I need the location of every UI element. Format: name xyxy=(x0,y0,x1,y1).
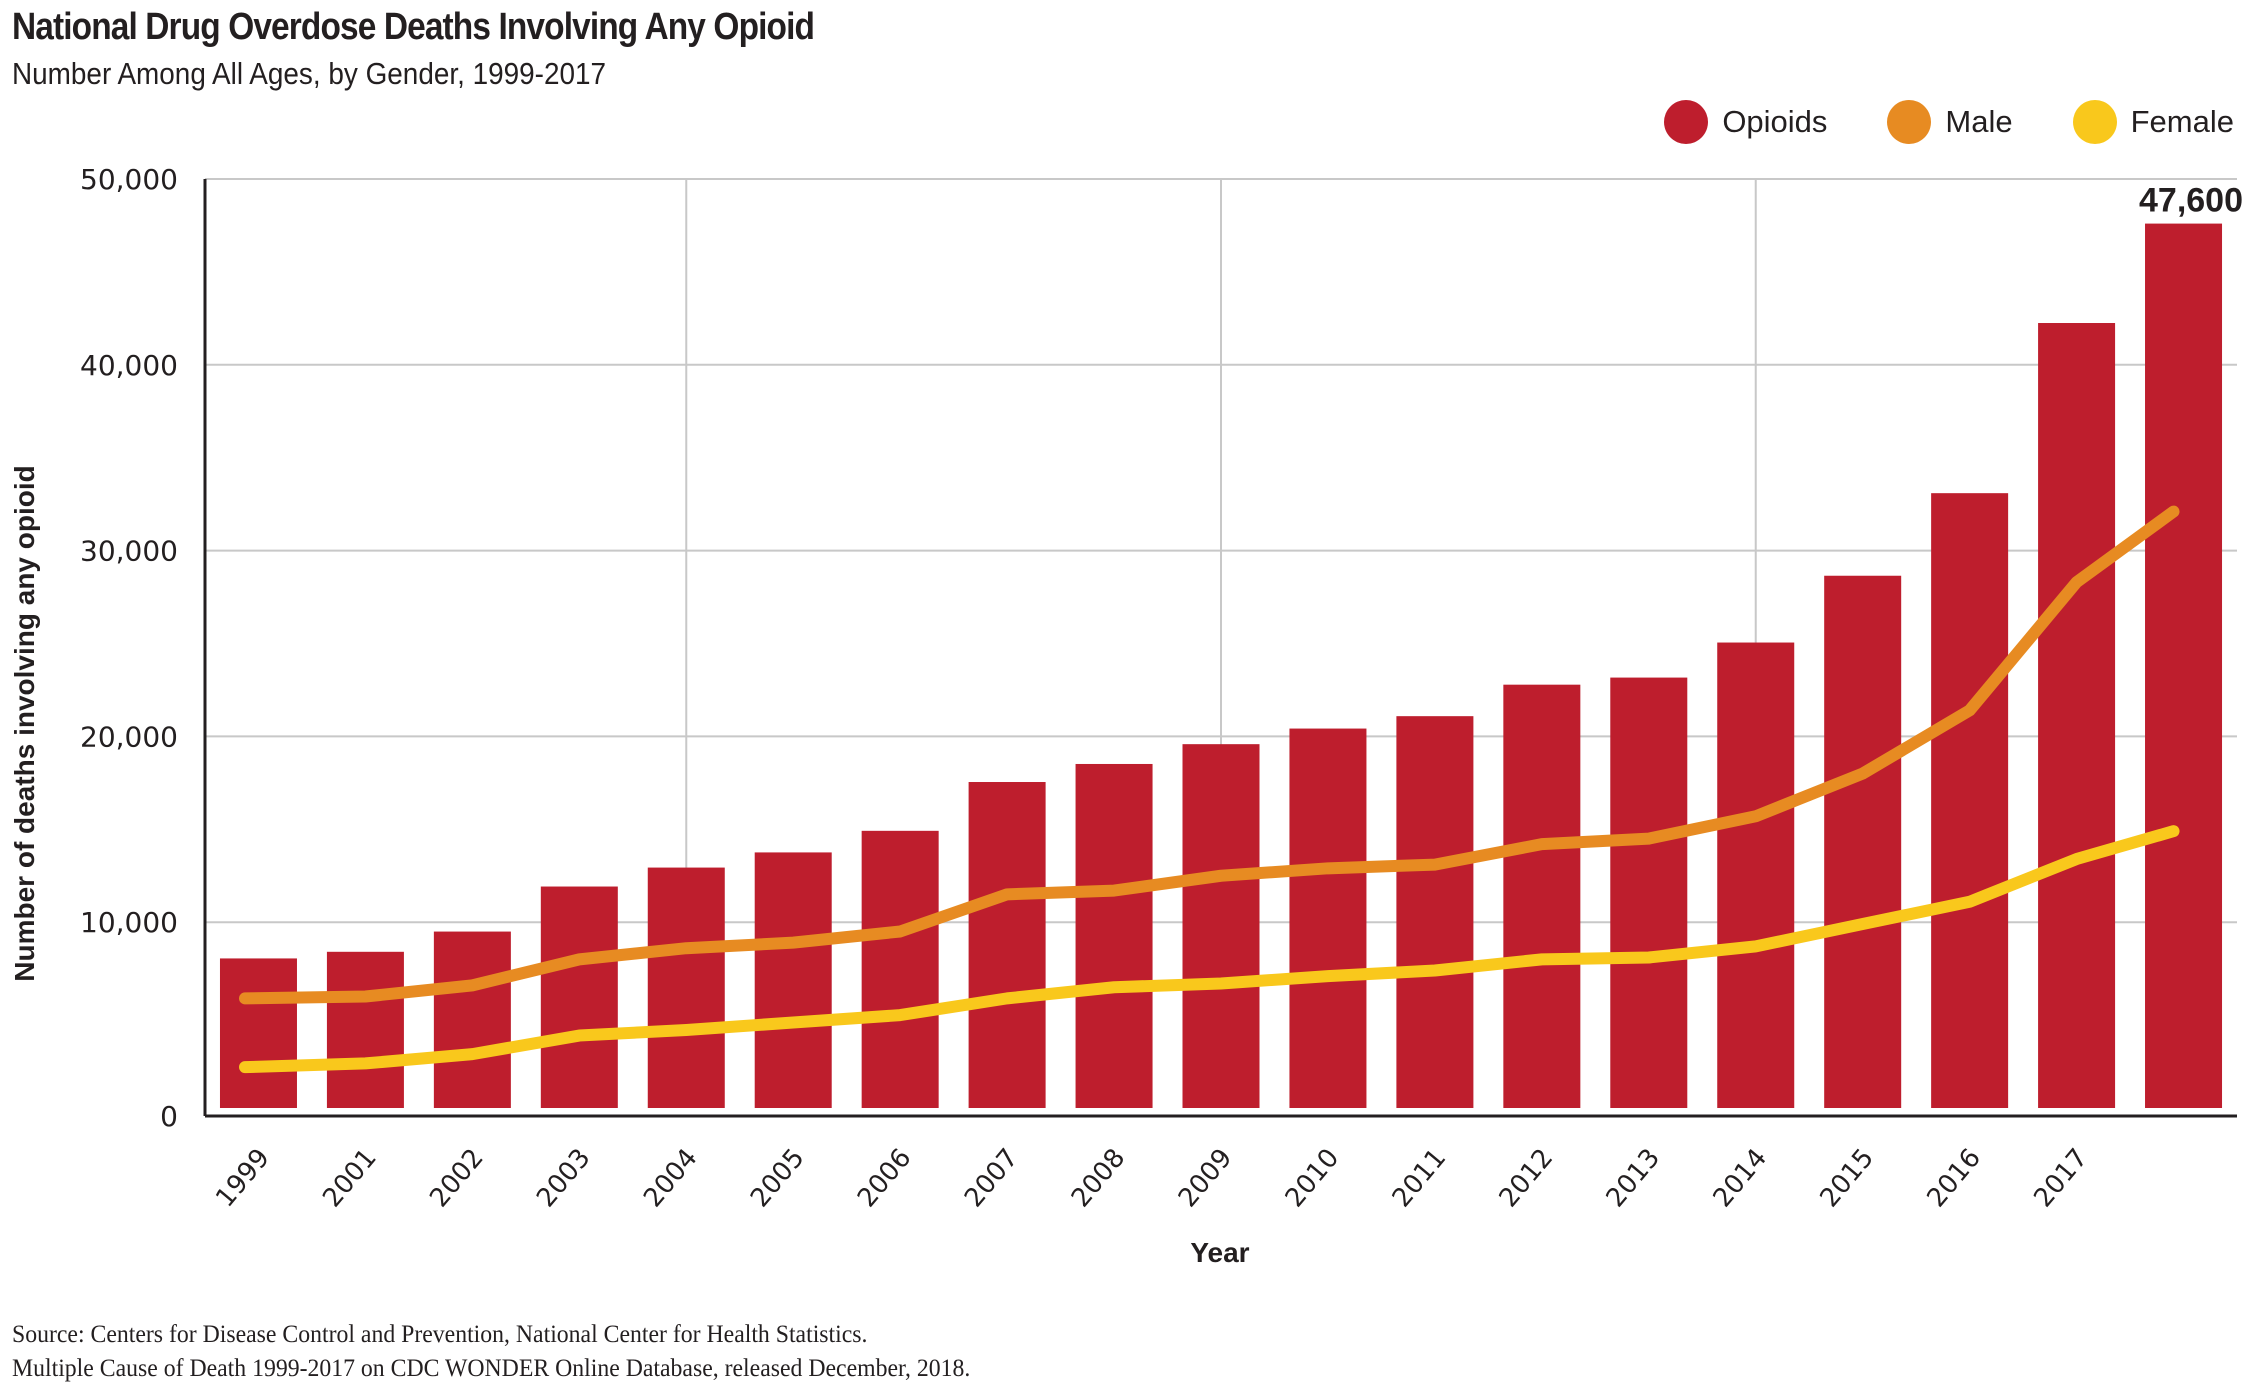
bar-2006 xyxy=(861,830,939,1108)
x-tick-label: 2007 xyxy=(959,1143,1025,1213)
y-tick-label: 20,000 xyxy=(80,720,178,753)
y-tick-label: 50,000 xyxy=(80,163,178,196)
line-male xyxy=(239,505,2180,1005)
bars xyxy=(219,223,2223,1109)
bar-2007 xyxy=(968,782,1046,1108)
legend-label-male: Male xyxy=(1945,104,2013,139)
x-tick-label: 2014 xyxy=(1708,1143,1774,1213)
legend-swatch-female xyxy=(2072,100,2117,144)
legend-item-female: Female xyxy=(2072,100,2234,144)
bar-2010 xyxy=(1289,728,1367,1108)
chart-title: National Drug Overdose Deaths Involving … xyxy=(12,6,815,48)
bar-2017 xyxy=(2038,323,2116,1109)
bar-2013 xyxy=(1610,677,1688,1108)
x-tick-label: 2015 xyxy=(1815,1143,1881,1213)
source-line-1: Source: Centers for Disease Control and … xyxy=(12,1321,868,1348)
x-tick-label: 2008 xyxy=(1066,1143,1132,1213)
bar-2005 xyxy=(754,852,832,1108)
x-tick-label: 2001 xyxy=(317,1143,383,1213)
y-tick-label: 40,000 xyxy=(80,349,178,382)
legend-swatch-opioids xyxy=(1664,100,1709,144)
x-tick-label: 2003 xyxy=(531,1143,597,1213)
y-tick-label: 10,000 xyxy=(80,906,178,939)
x-tick-label: 1999 xyxy=(210,1143,276,1213)
bar-2012 xyxy=(1503,684,1581,1108)
y-tick-label: 0 xyxy=(160,1100,178,1133)
legend-label-female: Female xyxy=(2130,104,2234,139)
x-tick-label: 2011 xyxy=(1387,1143,1453,1213)
legend-swatch-male xyxy=(1887,100,1932,144)
x-tick-label: 2009 xyxy=(1173,1143,1239,1213)
y-tick-label: 30,000 xyxy=(80,535,178,568)
bar-2002 xyxy=(433,931,511,1108)
x-tick-label: 2002 xyxy=(424,1143,490,1213)
bar-2011 xyxy=(1396,716,1474,1108)
bar-2015 xyxy=(1824,575,1902,1108)
chart-subtitle: Number Among All Ages, by Gender, 1999-2… xyxy=(12,56,607,91)
legend: Opioids Male Female xyxy=(1604,100,2234,144)
line-female xyxy=(239,825,2180,1074)
x-tick-label: 2010 xyxy=(1280,1143,1346,1213)
bar-2009 xyxy=(1182,744,1260,1108)
legend-label-opioids: Opioids xyxy=(1722,104,1828,139)
x-tick-label: 2013 xyxy=(1601,1143,1667,1213)
bar-2014 xyxy=(1717,642,1795,1108)
source-line-2: Multiple Cause of Death 1999-2017 on CDC… xyxy=(12,1355,971,1382)
legend-item-male: Male xyxy=(1887,100,2013,144)
last-bar-annotation: 47,600 xyxy=(2139,182,2243,220)
x-tick-label: 2004 xyxy=(638,1143,704,1213)
bar-2016 xyxy=(1931,493,2009,1109)
bar-2008 xyxy=(1075,763,1153,1108)
x-tick-label: 2006 xyxy=(852,1143,918,1213)
x-axis-title: Year xyxy=(1190,1237,1249,1268)
source-note: Source: Centers for Disease Control and … xyxy=(12,1318,970,1386)
bar-2004 xyxy=(647,867,725,1108)
x-tick-label: 2017 xyxy=(2028,1143,2094,1213)
bar-2001 xyxy=(326,951,404,1108)
axes xyxy=(203,179,2237,1118)
y-axis-title: Number of deaths involving any opioid xyxy=(9,465,40,981)
legend-item-opioids: Opioids xyxy=(1664,100,1827,144)
x-tick-label: 2012 xyxy=(1494,1143,1560,1213)
lines xyxy=(239,505,2180,1074)
bar-18 xyxy=(2145,223,2223,1109)
bar-2003 xyxy=(540,886,618,1108)
bar-1999 xyxy=(219,958,297,1108)
x-tick-label: 2016 xyxy=(1921,1143,1987,1213)
x-tick-label: 2005 xyxy=(745,1143,811,1213)
